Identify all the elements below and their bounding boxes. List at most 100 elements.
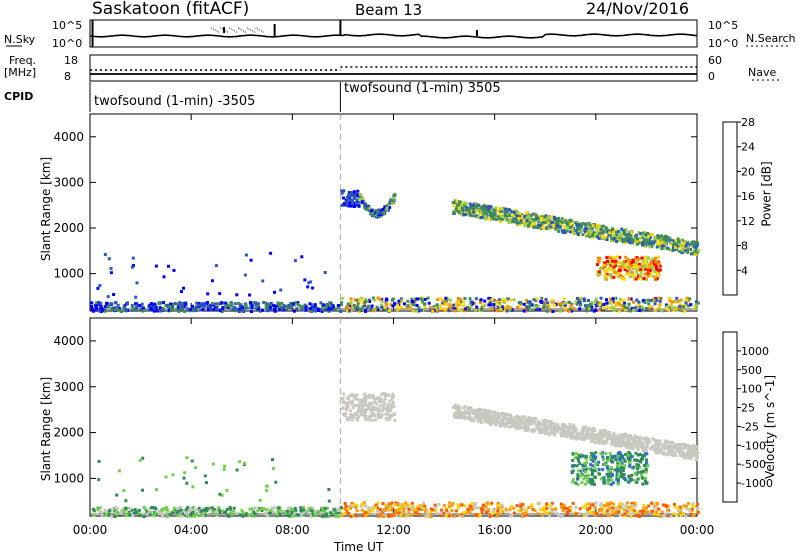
heatmap-cell <box>565 222 569 226</box>
freq-tick-bottom: 8 <box>64 70 71 83</box>
heatmap-cell <box>468 417 472 421</box>
heatmap-cell <box>587 307 591 311</box>
heatmap-cell <box>244 306 248 310</box>
heatmap-cell <box>545 226 548 230</box>
heatmap-cell <box>157 511 161 515</box>
heatmap-cell <box>657 239 661 243</box>
heatmap-cell <box>680 248 684 252</box>
heatmap-cell <box>596 463 600 467</box>
heatmap-cell <box>652 269 656 273</box>
heatmap-cell <box>533 509 537 513</box>
heatmap-cell <box>153 302 157 306</box>
colorbar-tick-label: 28 <box>741 116 755 129</box>
heatmap-cell <box>695 300 698 304</box>
heatmap-cell <box>364 207 368 211</box>
heatmap-cell <box>349 301 353 305</box>
heatmap-cell <box>507 425 511 429</box>
heatmap-cell <box>678 242 681 246</box>
heatmap-cell <box>676 237 680 241</box>
heatmap-cell <box>568 507 572 511</box>
heatmap-cell <box>113 515 117 518</box>
heatmap-cell <box>609 501 613 505</box>
heatmap-cell <box>415 303 419 307</box>
heatmap-cell <box>379 303 383 307</box>
heatmap-cell <box>513 210 517 214</box>
heatmap-cell <box>656 266 660 270</box>
heatmap-cell <box>639 470 643 474</box>
heatmap-cell <box>300 255 304 259</box>
heatmap-cell <box>235 307 239 311</box>
heatmap-cell <box>130 265 134 269</box>
heatmap-cell <box>681 451 685 454</box>
heatmap-cell <box>652 261 656 265</box>
heatmap-cell <box>387 309 391 313</box>
heatmap-cell <box>131 256 135 260</box>
heatmap-cell <box>482 503 486 507</box>
heatmap-cell <box>668 296 672 300</box>
heatmap-cell <box>652 240 656 244</box>
heatmap-cell <box>631 466 635 470</box>
heatmap-cell <box>695 445 698 449</box>
heatmap-cell <box>363 300 367 304</box>
heatmap-cell <box>618 444 622 447</box>
heatmap-cell <box>498 298 502 302</box>
heatmap-cell <box>463 297 467 300</box>
heatmap-cell <box>503 217 507 221</box>
heatmap-cell <box>91 507 95 511</box>
heatmap-cell <box>671 239 675 243</box>
heatmap-cell <box>119 510 123 514</box>
heatmap-cell <box>542 216 546 220</box>
heatmap-cell <box>490 501 494 505</box>
heatmap-cell <box>664 505 668 508</box>
heatmap-cell <box>493 420 497 424</box>
heatmap-cell <box>608 506 612 510</box>
heatmap-cell <box>362 501 366 505</box>
heatmap-cell <box>641 482 645 486</box>
heatmap-cell <box>696 301 700 305</box>
heatmap-cell <box>554 227 558 231</box>
heatmap-cell <box>602 480 606 484</box>
heatmap-cell <box>162 301 165 305</box>
heatmap-cell <box>176 506 180 510</box>
heatmap-cell <box>607 306 611 310</box>
heatmap-cell <box>613 256 616 260</box>
heatmap-cell <box>356 418 359 422</box>
heatmap-cell <box>329 511 333 515</box>
heatmap-cell <box>592 309 596 313</box>
heatmap-cell <box>384 503 388 507</box>
heatmap-cell <box>559 434 563 438</box>
heatmap-cell <box>427 301 431 305</box>
heatmap-cell <box>410 513 413 517</box>
heatmap-cell <box>678 453 682 457</box>
heatmap-cell <box>487 409 491 413</box>
heatmap-cell <box>468 297 472 301</box>
heatmap-cell <box>497 506 501 509</box>
heatmap-cell <box>369 212 373 216</box>
heatmap-cell <box>250 310 253 313</box>
heatmap-cell <box>684 249 688 253</box>
heatmap-cell <box>591 234 595 238</box>
heatmap-cell <box>355 393 359 397</box>
heatmap-cell <box>406 503 410 507</box>
heatmap-cell <box>642 260 646 264</box>
heatmap-cell <box>238 304 242 308</box>
heatmap-cell <box>272 304 276 307</box>
heatmap-cell <box>628 456 632 460</box>
heatmap-cell <box>468 302 472 306</box>
heatmap-cell <box>363 398 367 402</box>
heatmap-cell <box>271 466 275 470</box>
heatmap-cell <box>468 211 472 215</box>
heatmap-cell <box>410 297 414 301</box>
heatmap-cell <box>463 201 467 205</box>
heatmap-cell <box>343 414 347 417</box>
heatmap-cell <box>555 301 559 305</box>
heatmap-cell <box>601 451 604 455</box>
heatmap-cell <box>307 281 311 285</box>
heatmap-cell <box>462 204 466 208</box>
heatmap-cell <box>630 265 634 269</box>
heatmap-cell <box>206 304 210 308</box>
heatmap-cell <box>425 514 429 518</box>
heatmap-cell <box>493 211 497 215</box>
heatmap-cell <box>197 301 201 305</box>
heatmap-cell <box>603 434 607 438</box>
